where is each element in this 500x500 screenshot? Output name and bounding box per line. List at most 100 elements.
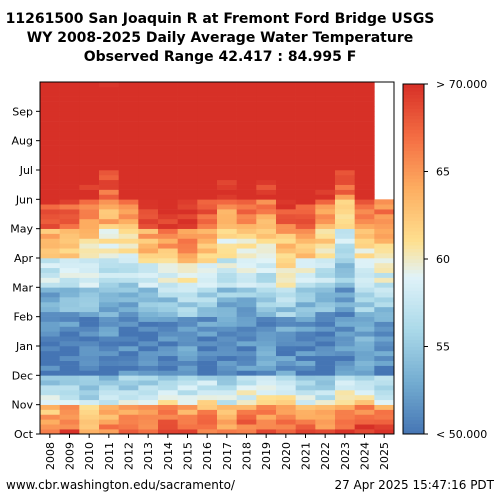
heatmap-cell	[256, 267, 277, 273]
heatmap-cell	[99, 96, 119, 102]
y-tick-label: Aug	[12, 135, 33, 148]
heatmap-cell	[335, 223, 355, 229]
heatmap-cell	[256, 243, 277, 249]
heatmap-cell	[374, 214, 395, 220]
heatmap-cell	[354, 165, 375, 171]
heatmap-cell	[158, 116, 178, 122]
heatmap-cell	[236, 321, 257, 327]
heatmap-cell	[374, 341, 395, 347]
heatmap-cell	[256, 135, 277, 141]
heatmap-cell	[256, 223, 277, 229]
heatmap-cell	[217, 126, 237, 132]
heatmap-cell	[40, 248, 60, 254]
heatmap-cell	[138, 409, 159, 415]
heatmap-cell	[335, 96, 355, 102]
source-url: www.cbr.washington.edu/sacramento/	[6, 478, 235, 492]
heatmap-cell	[236, 86, 257, 93]
heatmap-cell	[158, 316, 178, 322]
heatmap-cell	[40, 365, 60, 371]
heatmap-cell	[335, 414, 355, 420]
heatmap-cell	[118, 233, 139, 239]
heatmap-cell	[40, 282, 60, 288]
colorbar-segment	[403, 374, 424, 379]
heatmap-cell	[79, 223, 100, 229]
colorbar-segment	[403, 220, 424, 225]
heatmap-cell	[40, 96, 60, 102]
heatmap-cell	[295, 346, 316, 352]
heatmap-cell	[59, 394, 80, 401]
colorbar-segment	[403, 108, 424, 113]
heatmap-cell	[79, 174, 100, 181]
heatmap-cell	[276, 390, 296, 396]
heatmap-cell	[177, 409, 198, 415]
heatmap-cell	[295, 218, 316, 225]
heatmap-cell	[236, 174, 257, 181]
heatmap-cell	[59, 233, 80, 239]
heatmap-cell	[295, 302, 316, 308]
heatmap-cell	[177, 306, 198, 313]
heatmap-cell	[374, 316, 395, 322]
heatmap-cell	[118, 218, 139, 225]
heatmap-cell	[177, 287, 198, 293]
heatmap-cell	[138, 404, 159, 410]
heatmap-cell	[354, 121, 375, 127]
heatmap-cell	[158, 204, 178, 210]
heatmap-cell	[177, 390, 198, 396]
heatmap-cell	[236, 399, 257, 405]
heatmap-cell	[295, 126, 316, 132]
heatmap-cell	[197, 238, 218, 244]
heatmap-cell	[118, 429, 139, 435]
heatmap-cell	[276, 311, 296, 317]
heatmap-cell	[276, 243, 296, 249]
heatmap-cell	[276, 233, 296, 239]
colorbar-segment	[403, 231, 424, 235]
heatmap-cell	[295, 243, 316, 249]
heatmap-cell	[59, 243, 80, 249]
heatmap-cell	[256, 385, 277, 391]
chart-title: 11261500 San Joaquin R at Fremont Ford B…	[0, 10, 440, 67]
heatmap-cell	[295, 336, 316, 342]
heatmap-cell	[40, 404, 60, 410]
heatmap-cell	[354, 209, 375, 215]
heatmap-cell	[354, 150, 375, 156]
heatmap-cell	[118, 306, 139, 313]
heatmap-cell	[79, 424, 100, 430]
heatmap-cell	[99, 341, 119, 347]
heatmap-cell	[99, 248, 119, 254]
heatmap-cell	[335, 170, 355, 176]
colorbar-tick-label: > 70.000	[436, 78, 487, 91]
heatmap-cell	[335, 399, 355, 405]
heatmap-cell	[79, 199, 100, 205]
heatmap-cell	[335, 189, 355, 195]
heatmap-cell	[256, 409, 277, 415]
heatmap-cell	[158, 346, 178, 352]
heatmap-cell	[118, 424, 139, 430]
heatmap-cell	[335, 145, 355, 151]
heatmap-cell	[315, 223, 336, 229]
colorbar-segment	[403, 150, 424, 155]
heatmap-cell	[256, 262, 277, 269]
heatmap-cell	[374, 218, 395, 225]
heatmap-cell	[99, 194, 119, 200]
heatmap-cell	[138, 214, 159, 220]
heatmap-cell	[335, 375, 355, 381]
heatmap-cell	[315, 238, 336, 244]
heatmap-cell	[276, 126, 296, 132]
heatmap-cell	[177, 419, 198, 425]
heatmap-cell	[276, 184, 296, 190]
heatmap-cell	[217, 140, 237, 146]
heatmap-cell	[276, 316, 296, 322]
heatmap-cell	[79, 209, 100, 215]
heatmap-cell	[158, 424, 178, 430]
heatmap-cell	[276, 385, 296, 391]
heatmap-cell	[295, 311, 316, 317]
heatmap-cell	[99, 160, 119, 166]
heatmap-cell	[354, 199, 375, 205]
heatmap-cell	[217, 165, 237, 171]
heatmap-cell	[138, 126, 159, 132]
heatmap-cell	[335, 174, 355, 181]
heatmap-cell	[158, 404, 178, 410]
heatmap-cell	[236, 267, 257, 273]
heatmap-cell	[197, 370, 218, 376]
heatmap-cell	[79, 341, 100, 347]
